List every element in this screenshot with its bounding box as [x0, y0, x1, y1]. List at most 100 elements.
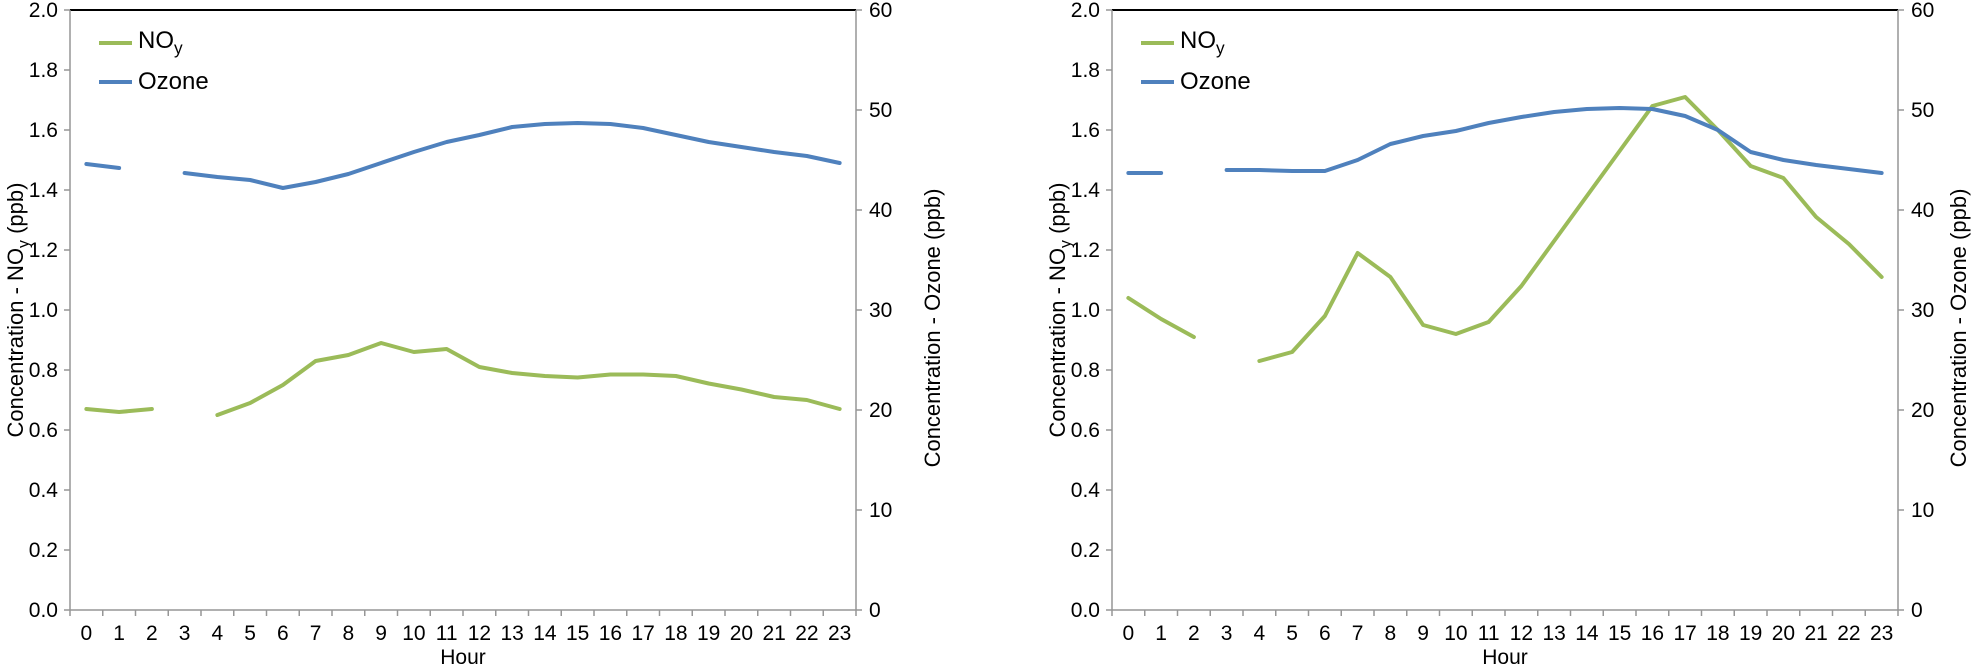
y-right-tick-label: 20 — [869, 399, 892, 422]
legend-label-ozone: Ozone — [1180, 67, 1251, 95]
x-tick-label: 17 — [631, 622, 654, 645]
y-left-tick-label: 1.0 — [29, 299, 58, 322]
x-tick-label: 12 — [1510, 622, 1533, 645]
x-tick-label: 4 — [212, 622, 224, 645]
plot-area-right: 0.00.20.40.60.81.01.21.41.61.82.00102030… — [1071, 0, 1935, 645]
y-left-tick-label: 1.6 — [29, 119, 58, 142]
noy-line-segment — [84, 407, 154, 414]
y-left-tick-label: 2.0 — [1071, 0, 1100, 22]
y-right-tick-label: 0 — [1911, 599, 1923, 622]
y-right-tick-label: 60 — [869, 0, 892, 22]
legend-label-ozone: Ozone — [138, 67, 209, 95]
x-tick-label: 15 — [566, 622, 589, 645]
y-left-tick-label: 0.6 — [1071, 419, 1100, 442]
ozone-line-segment — [84, 162, 122, 170]
x-tick-label: 10 — [1444, 622, 1467, 645]
x-tick-label: 19 — [697, 622, 720, 645]
noy-subscript: y — [1057, 240, 1075, 248]
x-tick-label: 22 — [795, 622, 818, 645]
x-tick-label: 7 — [1352, 622, 1364, 645]
ozone-line-segment — [182, 121, 842, 190]
y-left-tick-label: 1.4 — [29, 179, 59, 202]
x-tick-label: 14 — [533, 622, 557, 645]
noy-subscript: y — [15, 240, 33, 248]
x-tick-label: 5 — [244, 622, 256, 645]
y-axis-label-noy: Concentration - NOy (ppb) — [1045, 10, 1075, 610]
y-left-tick-label: 0.4 — [1071, 479, 1101, 502]
y-right-tick-label: 20 — [1911, 399, 1934, 422]
x-tick-label: 20 — [1772, 622, 1795, 645]
y-left-tick-label: 1.8 — [1071, 59, 1100, 82]
legend-label-noy: NOy — [1180, 26, 1225, 58]
y-right-tick-label: 60 — [1911, 0, 1934, 22]
chart-left-panel: 0.0 0.2 0.4 0.6 0.8 1.0 1.2 1.4 1.6 1.8 2.0 0 10 20 30… — [3, 0, 945, 669]
y-left-tick-label: 0.4 — [29, 479, 59, 502]
x-tick-label: 0 — [1123, 622, 1135, 645]
legend: NOy Ozone — [1141, 23, 1251, 101]
y-left-tick-label: 0.0 — [29, 599, 58, 622]
noy-line-swatch — [1141, 40, 1174, 45]
x-tick-label: 2 — [1188, 622, 1200, 645]
x-tick-label: 15 — [1608, 622, 1631, 645]
x-tick-label: 12 — [468, 622, 491, 645]
x-tick-label: 14 — [1575, 622, 1599, 645]
x-tick-label: 22 — [1837, 622, 1860, 645]
ozone-line-segment — [1224, 106, 1884, 175]
legend: NOy Ozone — [99, 23, 209, 101]
y-axis-label-noy-text: Concentration - NO — [3, 247, 28, 438]
x-axis-label: Hour — [1482, 646, 1528, 669]
y-axis-label-ozone-text: Concentration - Ozone (ppb) — [920, 188, 945, 468]
y-left-tick-label: 1.2 — [29, 239, 58, 262]
y-left-tick-label: 0.8 — [1071, 359, 1100, 382]
y-left-tick-label: 0.6 — [29, 419, 58, 442]
y-axis-label-noy-text: Concentration - NO — [1045, 247, 1070, 438]
x-tick-label: 18 — [1706, 622, 1729, 645]
y-left-tick-label: 1.4 — [1071, 179, 1101, 202]
y-left-tick-label: 2.0 — [29, 0, 58, 22]
x-tick-label: 6 — [277, 622, 289, 645]
x-tick-label: 20 — [730, 622, 753, 645]
legend-item-noy: NOy — [99, 23, 209, 62]
noy-line-segment — [1257, 95, 1884, 363]
x-tick-label: 6 — [1319, 622, 1331, 645]
y-axis-label-ozone: Concentration - Ozone (ppb) — [1946, 28, 1972, 628]
ozone-line-swatch — [99, 79, 132, 84]
y-right-tick-label: 0 — [869, 599, 881, 622]
y-right-tick-label: 50 — [1911, 99, 1934, 122]
x-tick-label: 1 — [113, 622, 125, 645]
y-axis-label-noy-unit: (ppb) — [3, 182, 28, 241]
x-tick-label: 11 — [436, 622, 458, 645]
x-tick-label: 21 — [1804, 622, 1827, 645]
y-axis-label-noy-unit: (ppb) — [1045, 182, 1070, 241]
x-tick-label: 3 — [179, 622, 191, 645]
x-tick-label: 4 — [1254, 622, 1266, 645]
x-tick-label: 8 — [1385, 622, 1397, 645]
y-right-tick-label: 30 — [869, 299, 892, 322]
x-axis-label: Hour — [440, 646, 486, 669]
x-tick-label: 10 — [402, 622, 425, 645]
ozone-line-swatch — [1141, 79, 1174, 84]
y-right-tick-label: 40 — [1911, 199, 1934, 222]
legend-label-noy: NOy — [138, 26, 183, 58]
x-tick-label: 17 — [1673, 622, 1696, 645]
y-right-tick-label: 10 — [1911, 499, 1934, 522]
x-tick-label: 2 — [146, 622, 158, 645]
x-tick-label: 23 — [1870, 622, 1893, 645]
y-left-tick-label: 0.8 — [29, 359, 58, 382]
x-tick-label: 8 — [343, 622, 355, 645]
y-left-tick-label: 1.0 — [1071, 299, 1100, 322]
y-right-tick-label: 50 — [869, 99, 892, 122]
y-left-tick-label: 1.8 — [29, 59, 58, 82]
y-axis-label-ozone-text: Concentration - Ozone (ppb) — [1946, 188, 1971, 468]
y-left-tick-label: 0.2 — [29, 539, 58, 562]
legend-item-ozone: Ozone — [1141, 62, 1251, 101]
y-right-tick-label: 30 — [1911, 299, 1934, 322]
y-right-tick-label: 10 — [869, 499, 892, 522]
noy-line-segment — [1126, 296, 1196, 339]
legend-item-ozone: Ozone — [99, 62, 209, 101]
y-left-tick-label: 1.6 — [1071, 119, 1100, 142]
x-tick-label: 9 — [1417, 622, 1429, 645]
y-axis-label-noy: Concentration - NOy (ppb) — [3, 10, 33, 610]
x-tick-label: 7 — [310, 622, 322, 645]
